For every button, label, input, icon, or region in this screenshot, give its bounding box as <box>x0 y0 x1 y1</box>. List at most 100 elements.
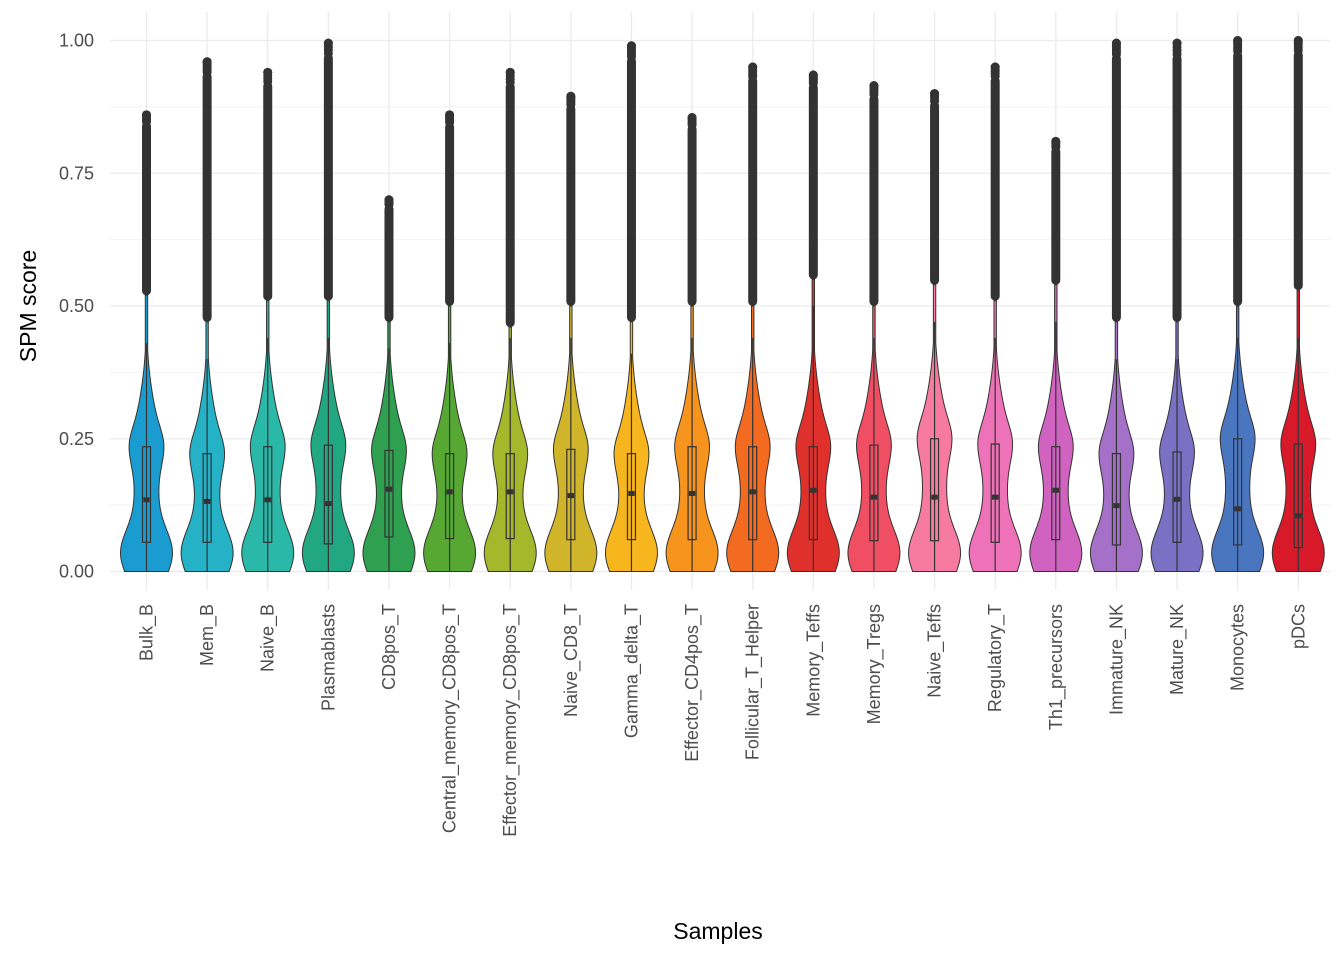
box-Memory_Teffs <box>808 446 818 541</box>
y-tick-label: 0.75 <box>59 163 94 183</box>
outlier-band-Regulatory_T <box>990 76 1000 301</box>
outlier-point <box>1233 36 1243 45</box>
median-pDCs <box>1295 513 1302 519</box>
outlier-band-Mem_B <box>202 72 212 322</box>
x-tick-label: Immature_NK <box>1106 604 1127 715</box>
x-tick-label: Memory_Tregs <box>864 604 885 724</box>
x-axis-title: Samples <box>673 918 762 944</box>
box-Monocytes <box>1233 438 1243 546</box>
x-tick-label: Central_memory_CD8pos_T <box>440 604 461 833</box>
outlier-point <box>445 110 455 120</box>
median-Naive_CD8_T <box>567 493 575 499</box>
x-tick-label: Plasmablasts <box>318 604 338 711</box>
x-tick-label: pDCs <box>1288 604 1308 649</box>
x-tick-label: Bulk_B <box>137 604 158 661</box>
box-Naive_B <box>263 446 273 543</box>
axis-layer: 0.00 0.25 0.50 0.75 1.00 Bulk_B Mem_B Naive_B Pl… <box>59 31 1308 837</box>
median-Mature_NK <box>1173 496 1181 502</box>
x-tick-label: Effector_memory_CD8pos_T <box>500 604 521 837</box>
box-Immature_NK <box>1111 453 1122 546</box>
x-tick-label: Gamma_delta_T <box>621 604 642 738</box>
outlier-point <box>1172 38 1182 48</box>
outlier-point <box>566 91 576 101</box>
median-Bulk_B <box>143 497 150 503</box>
outlier-band-Effector_CD4pos_T <box>687 125 697 306</box>
outlier-band-Th1_precursors <box>1051 147 1061 285</box>
box-CD8pos_T <box>384 449 394 538</box>
box-Effector_CD4pos_T <box>687 446 697 541</box>
x-tick-label: Effector_CD4pos_T <box>682 604 703 762</box>
outlier-band-Naive_Teffs <box>930 101 940 285</box>
box-pDCs <box>1293 443 1303 549</box>
outlier-point <box>626 41 636 51</box>
outlier-band-Plasmablasts <box>323 53 333 301</box>
box-Effector_memory_CD8pos_T <box>505 453 515 540</box>
box-Th1_precursors <box>1051 446 1061 541</box>
x-tick-label: Th1_precursors <box>1046 604 1067 730</box>
x-tick-label: Mature_NK <box>1167 604 1188 695</box>
median-Monocytes <box>1234 506 1241 512</box>
outlier-band-Effector_memory_CD8pos_T <box>505 82 515 328</box>
x-tick-label: CD8pos_T <box>379 604 400 690</box>
y-tick-label: 0.25 <box>59 429 94 449</box>
median-Follicular_T_Helper <box>749 489 756 495</box>
box-Follicular_T_Helper <box>748 446 758 541</box>
box-Regulatory_T <box>990 443 1000 543</box>
y-tick-label: 0.00 <box>59 562 94 582</box>
median-Naive_B <box>264 497 271 503</box>
outlier-point <box>384 195 394 205</box>
median-Mem_B <box>203 498 211 504</box>
median-Immature_NK <box>1113 503 1120 509</box>
median-Plasmablasts <box>325 501 332 507</box>
x-tick-label: Regulatory_T <box>985 604 1006 712</box>
median-Effector_CD4pos_T <box>688 490 696 496</box>
outlier-point <box>869 81 879 91</box>
box-Gamma_delta_T <box>626 453 637 541</box>
outlier-band-Central_memory_CD8pos_T <box>445 122 455 307</box>
box-Mature_NK <box>1172 451 1182 543</box>
box-Naive_CD8_T <box>566 448 576 541</box>
median-Naive_Teffs <box>931 494 938 500</box>
box-Mem_B <box>202 453 212 543</box>
outlier-point <box>687 112 697 122</box>
median-Gamma_delta_T <box>628 490 635 496</box>
outlier-band-Gamma_delta_T <box>626 56 636 322</box>
outlier-point <box>1051 136 1061 146</box>
outlier-band-CD8pos_T <box>384 204 394 322</box>
median-Memory_Tregs <box>870 494 878 500</box>
median-Effector_memory_CD8pos_T <box>507 489 514 495</box>
median-Memory_Teffs <box>810 487 817 493</box>
outlier-band-Follicular_T_Helper <box>748 76 758 306</box>
outlier-point <box>505 67 515 77</box>
median-Regulatory_T <box>991 494 999 500</box>
outlier-point <box>323 38 333 48</box>
outlier-point <box>263 67 273 77</box>
y-tick-label: 1.00 <box>59 31 94 51</box>
outlier-point <box>990 62 1000 72</box>
x-tick-label: Memory_Teffs <box>803 604 824 717</box>
grid-layer <box>110 12 1330 590</box>
outlier-band-Memory_Tregs <box>869 94 879 306</box>
median-Central_memory_CD8pos_T <box>446 489 453 495</box>
outlier-band-Monocytes <box>1233 51 1243 307</box>
box-Bulk_B <box>141 446 152 543</box>
outlier-point <box>808 70 818 80</box>
x-tick-label: Mem_B <box>197 604 218 666</box>
outlier-band-Naive_B <box>263 81 273 301</box>
median-Th1_precursors <box>1052 487 1059 493</box>
violin-layer <box>119 36 1325 572</box>
outlier-band-Immature_NK <box>1111 54 1121 322</box>
outlier-point <box>1293 36 1303 45</box>
outlier-band-Memory_Teffs <box>808 83 818 280</box>
y-tick-label: 0.50 <box>59 296 94 316</box>
x-tick-label: Naive_CD8_T <box>561 604 582 717</box>
outlier-point <box>930 89 940 99</box>
outlier-band-Mature_NK <box>1172 54 1182 322</box>
box-Plasmablasts <box>323 444 333 545</box>
outlier-point <box>748 62 758 72</box>
box-Naive_Teffs <box>929 438 940 542</box>
y-axis-title: SPM score <box>15 250 41 362</box>
x-tick-label: Naive_Teffs <box>925 604 946 698</box>
